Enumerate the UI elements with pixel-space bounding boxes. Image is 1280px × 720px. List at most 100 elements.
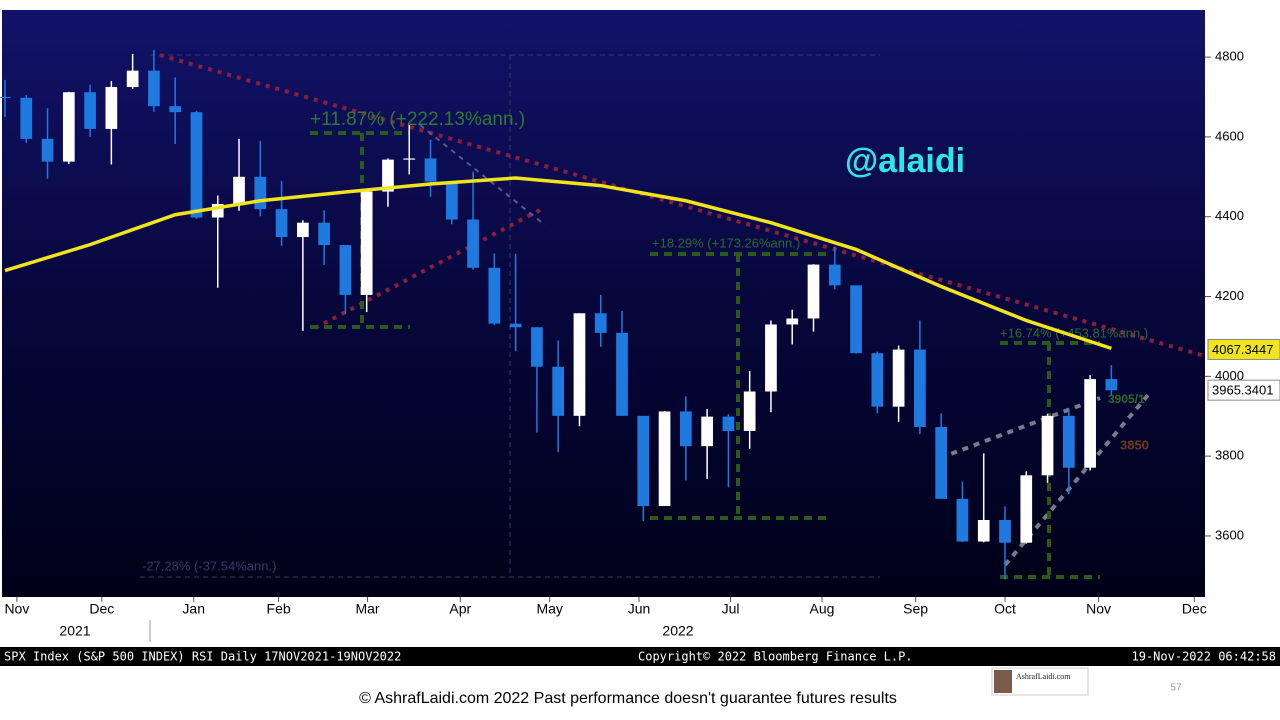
annotation: +18.29% (+173.26%ann.) [652,235,800,250]
x-tick-label: Mar [355,601,379,617]
y-tick-label: 4600 [1215,128,1244,143]
last-price-label: 4067.3447 [1212,342,1273,357]
trend-line [314,208,541,330]
candle-body [765,324,777,392]
annotation: -27.28% (-37.54%ann.) [142,558,276,573]
plot-background [2,10,1205,597]
candle-body [297,222,309,238]
candle-body [807,264,820,319]
trend-line [419,124,546,226]
candle-body [531,327,543,367]
candle-body [999,519,1011,543]
candle-body [62,92,75,162]
disclaimer: © AshrafLaidi.com 2022 Past performance … [359,690,897,707]
candle-body [743,391,756,431]
trend-line [159,53,1206,358]
candle-body [105,87,118,129]
candle-body [892,349,905,407]
watermark: @alaidi [845,142,965,180]
candle-body [0,96,11,98]
candle-body [871,353,884,407]
x-tick-label: Feb [267,601,291,617]
candle-body [679,411,692,447]
footer-left: SPX Index (S&P 500 INDEX) RSI Daily 17NO… [4,650,401,664]
candle-body [488,267,501,324]
y-tick-label: 4000 [1215,368,1244,383]
footer-center: Copyright© 2022 Bloomberg Finance L.P. [638,650,913,664]
annotation: +11.87% (+222.13%ann.) [310,109,525,130]
y-tick-label: 4400 [1215,208,1244,223]
x-tick-label: Dec [89,601,114,617]
x-tick-label: Apr [449,601,471,617]
candle-body [318,222,330,246]
x-tick-label: Jun [628,601,651,617]
candle-body [956,498,969,542]
candle-body [360,191,373,295]
candle-body [445,181,458,220]
candle-body [701,416,713,447]
x-tick-label: Jul [722,601,740,617]
x-tick-label: Nov [4,601,29,617]
candle-body [275,209,288,238]
candle-body [977,519,990,542]
candle-body [424,158,437,182]
candle-body [637,415,650,507]
candle-body [850,285,862,354]
logo-text: AshrafLaidi.com [1016,672,1071,681]
candle-body [382,159,394,192]
candle-body [254,176,267,210]
annotation: +16.74% (+453.81%ann.) [1000,325,1148,340]
candle-body [169,106,182,113]
x-tick-label: Dec [1182,601,1207,617]
candle-body [552,366,565,416]
candle-body [828,264,841,286]
x-tick-label: Nov [1086,601,1111,617]
candle-body [1062,415,1075,468]
footer-right: 19-Nov-2022 06:42:58 [1132,650,1277,664]
annotation: 3905/1 [1108,392,1145,406]
y-tick-label: 4200 [1215,288,1244,303]
moving-average [4,176,1112,351]
candle-body [148,70,160,107]
last-price-box [1207,379,1280,401]
candle-body [1105,379,1118,391]
candle-body [1020,475,1033,543]
candle-body [509,323,522,328]
y-tick-label: 4800 [1215,49,1244,64]
footer-bar [0,647,1280,666]
candle-body [126,70,139,88]
trend-line [939,396,1101,460]
candles [0,49,1118,580]
drawings [140,53,1206,579]
x-tick-label: Oct [994,601,1016,617]
candle-body [1084,379,1096,468]
candle-body [914,349,926,428]
candle-body [84,92,96,129]
x-tick-label: May [536,601,562,617]
logo-photo [994,670,1012,693]
candle-body [935,427,948,499]
y-tick-label: 3600 [1215,527,1244,542]
candle-body [467,219,479,268]
candle-body [722,416,735,431]
x-tick-label: Aug [810,601,835,617]
candle-body [573,313,586,416]
candle-body [658,411,671,507]
year-label: 2021 [59,623,90,639]
candle-body [786,318,799,325]
candle-body [233,176,245,204]
last-price-label: 3965.3401 [1212,383,1273,398]
candle-body [190,112,203,218]
candle-body [1041,415,1054,476]
candle-body [339,245,352,295]
candle-body [41,138,54,162]
candle-body [594,313,607,333]
x-tick-label: Sep [903,601,928,617]
year-label: 2022 [662,623,693,639]
candle-body [616,332,628,416]
annotation: 3850 [1120,437,1149,452]
candle-body [20,97,33,139]
last-price-box [1207,338,1280,360]
candle-body [211,203,224,218]
